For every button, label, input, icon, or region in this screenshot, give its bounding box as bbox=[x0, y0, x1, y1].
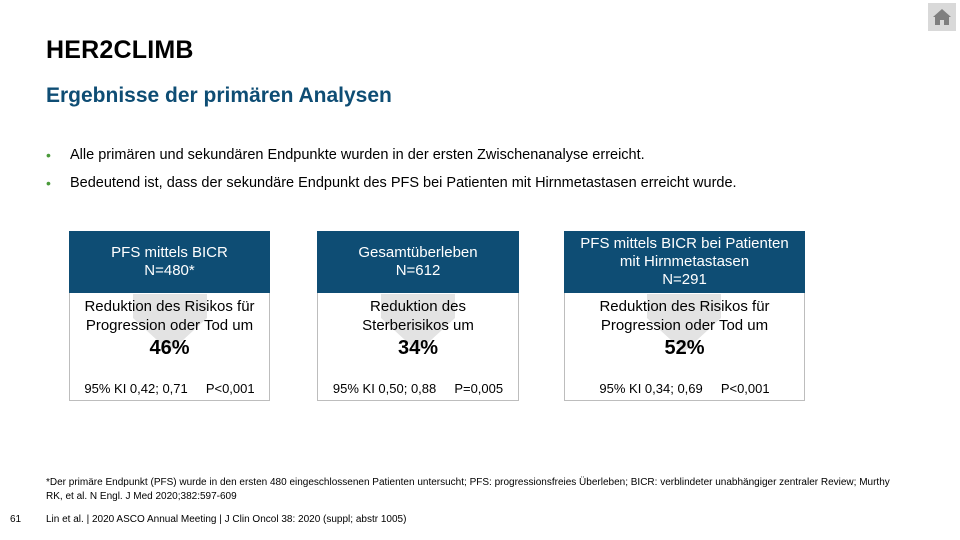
card-percent: 46% bbox=[149, 337, 190, 359]
card-stats: 95% KI 0,42; 0,71 P<0,001 bbox=[70, 381, 269, 396]
result-card-pfs-brain-mets: PFS mittels BICR bei Patienten mit Hirnm… bbox=[564, 231, 805, 401]
card-header: PFS mittels BICR bei Patienten mit Hirnm… bbox=[564, 231, 805, 293]
card-header-line: Gesamtüberleben bbox=[358, 244, 478, 261]
source-citation: Lin et al. | 2020 ASCO Annual Meeting | … bbox=[46, 514, 407, 525]
card-header: PFS mittels BICR N=480* bbox=[69, 231, 270, 293]
home-icon bbox=[933, 9, 951, 25]
slide-title: HER2CLIMB bbox=[46, 36, 194, 64]
card-header-line: N=480* bbox=[144, 262, 195, 279]
card-description: Reduktion des Risikos für Progression od… bbox=[565, 297, 804, 335]
card-stats: 95% KI 0,50; 0,88 P=0,005 bbox=[318, 381, 518, 396]
card-percent: 52% bbox=[664, 337, 705, 359]
card-p-value: P<0,001 bbox=[720, 381, 770, 396]
card-description-line: Reduktion des Risikos für bbox=[599, 298, 770, 315]
bullet-text: Bedeutend ist, dass der sekundäre Endpun… bbox=[70, 175, 737, 191]
down-arrow-icon bbox=[133, 294, 207, 352]
down-arrow-icon bbox=[647, 294, 721, 352]
card-description: Reduktion des Sterberisikos um bbox=[318, 297, 518, 335]
home-button[interactable] bbox=[928, 3, 956, 31]
card-description-line: Sterberisikos um bbox=[362, 317, 474, 334]
card-header-line: PFS mittels BICR bbox=[111, 244, 228, 261]
bullet-icon: • bbox=[46, 175, 51, 191]
result-card-pfs: PFS mittels BICR N=480* Reduktion des Ri… bbox=[69, 231, 270, 401]
page-number: 61 bbox=[10, 514, 22, 525]
bullet-icon: • bbox=[46, 147, 51, 163]
result-card-os: Gesamtüberleben N=612 Reduktion des Ster… bbox=[317, 231, 519, 401]
card-ci: 95% KI 0,42; 0,71 bbox=[84, 381, 188, 396]
card-description: Reduktion des Risikos für Progression od… bbox=[70, 297, 269, 335]
card-percent: 34% bbox=[397, 337, 439, 359]
card-header-line: mit Hirnmetastasen bbox=[619, 253, 750, 270]
card-header-line: N=612 bbox=[395, 262, 441, 279]
footnote: *Der primäre Endpunkt (PFS) wurde in den… bbox=[46, 477, 890, 502]
card-description-line: Progression oder Tod um bbox=[600, 317, 769, 334]
slide-subtitle: Ergebnisse der primären Analysen bbox=[46, 84, 392, 107]
down-arrow-icon bbox=[381, 294, 455, 352]
card-stats: 95% KI 0,34; 0,69 P<0,001 bbox=[565, 381, 804, 396]
bullet-list: • Alle primären und sekundären Endpunkte… bbox=[46, 145, 737, 201]
card-header: Gesamtüberleben N=612 bbox=[317, 231, 519, 293]
card-ci: 95% KI 0,34; 0,69 bbox=[599, 381, 703, 396]
card-description-line: Reduktion des bbox=[370, 298, 466, 315]
card-description-line: Reduktion des Risikos für bbox=[84, 298, 255, 315]
card-ci: 95% KI 0,50; 0,88 bbox=[332, 381, 437, 396]
card-header-line: N=291 bbox=[662, 271, 707, 288]
bullet-item: • Bedeutend ist, dass der sekundäre Endp… bbox=[46, 173, 737, 201]
bullet-item: • Alle primären und sekundären Endpunkte… bbox=[46, 145, 737, 173]
card-p-value: P<0,001 bbox=[205, 381, 255, 396]
bullet-text: Alle primären und sekundären Endpunkte w… bbox=[70, 147, 645, 163]
card-description-line: Progression oder Tod um bbox=[85, 317, 254, 334]
card-header-line: PFS mittels BICR bei Patienten bbox=[580, 235, 789, 252]
card-p-value: P=0,005 bbox=[454, 381, 504, 396]
